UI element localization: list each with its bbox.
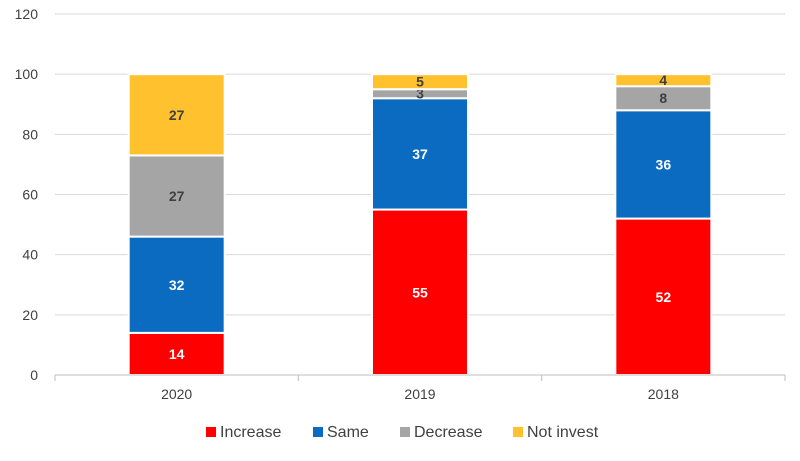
data-label: 3 [416,86,424,102]
data-label: 37 [412,146,428,162]
y-tick-label: 80 [22,126,38,142]
y-axis: 0 20 40 60 80 100 120 [15,6,39,383]
data-label: 27 [169,107,185,123]
legend-label-not-invest: Not invest [527,424,599,441]
x-tick-label: 2020 [161,386,192,402]
data-label: 27 [169,188,185,204]
x-tick-label: 2018 [648,386,679,402]
legend-swatch-same [313,427,323,437]
data-label: 36 [656,156,672,172]
x-axis: 2020 2019 2018 [54,374,786,402]
legend-swatch-increase [206,427,216,437]
legend-label-decrease: Decrease [414,424,483,441]
y-tick-label: 20 [22,307,38,323]
data-label: 14 [169,346,185,362]
y-tick-label: 100 [15,66,39,82]
data-label: 4 [659,72,667,88]
y-tick-label: 0 [30,367,38,383]
data-label: 55 [412,284,428,300]
bar-segment-same-2019 [371,97,469,211]
y-tick-label: 60 [22,187,38,203]
x-tick-label: 2019 [404,386,435,402]
bars: 14 32 27 27 55 37 35 52 36 8 4 [127,72,713,376]
legend-label-increase: Increase [220,424,281,441]
data-label: 52 [656,289,672,305]
bar-segment-not-invest-2019 [371,73,469,91]
legend-label-same: Same [327,424,369,441]
data-label: 32 [169,277,185,293]
y-tick-label: 40 [22,247,38,263]
legend-swatch-decrease [400,427,410,437]
bar-segment-increase-2019 [371,208,469,376]
bar-segment-same-2020 [127,235,226,334]
bar-segment-not-invest-2018 [614,73,713,88]
y-tick-label: 120 [15,6,39,22]
bar-segment-not-invest-2020 [127,73,226,157]
bar-segment-decrease-2020 [127,154,226,238]
legend: Increase Same Decrease Not invest [206,424,599,441]
data-label: 5 [416,74,424,90]
legend-swatch-not-invest [513,427,523,437]
data-label: 8 [659,90,667,106]
